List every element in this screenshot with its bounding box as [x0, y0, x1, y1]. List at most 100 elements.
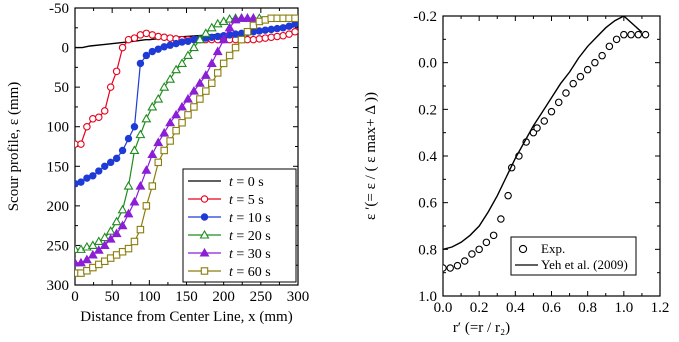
series-0-point — [612, 35, 621, 44]
y-tick-label: 0.6 — [418, 196, 437, 212]
series-5-point — [166, 137, 174, 145]
series-2-point — [112, 154, 121, 163]
series-4-point — [159, 127, 170, 137]
series-4-point — [183, 93, 193, 103]
legend-left-value: = 0 s — [233, 175, 264, 190]
legend-left-label: t = 30 s — [229, 247, 271, 262]
series-2-point — [172, 39, 180, 48]
x-axis-label: r′ (=r / r₂) — [453, 320, 510, 336]
series-line-1 — [443, 16, 643, 250]
legend-left-marker — [200, 213, 209, 221]
x-tick-label: 1.2 — [651, 300, 670, 316]
series-2-point — [214, 32, 222, 41]
series-4-point — [188, 85, 199, 95]
series-2-point — [184, 37, 192, 45]
legend-left-var: t — [229, 211, 234, 226]
series-5-point — [172, 126, 180, 135]
series-2-point — [261, 26, 269, 34]
x-tick-label: 0.4 — [506, 300, 525, 316]
legend-left-marker — [200, 267, 209, 275]
series-1-point — [89, 115, 97, 123]
legend-right-label-yeh: Yeh et al. (2009) — [541, 257, 628, 272]
series-3-point — [200, 28, 211, 37]
series-4-point — [236, 13, 247, 22]
legend-left-marker — [199, 247, 210, 257]
series-1-point — [279, 31, 287, 40]
series-3-point — [105, 226, 116, 235]
series-layer — [443, 16, 650, 272]
legend-left-value: = 5 s — [233, 193, 264, 208]
legend-right: Exp.Yeh et al. (2009) — [510, 236, 637, 276]
series-1-point — [118, 43, 127, 52]
series-5-point — [243, 27, 252, 36]
series-3-point — [183, 50, 193, 60]
x-tick-label: 1.0 — [614, 300, 633, 316]
x-tick-label: 0 — [71, 289, 79, 305]
series-4-point — [123, 208, 134, 218]
legend-left-value: = 10 s — [233, 211, 271, 226]
series-1-point — [267, 33, 275, 42]
x-tick-label: 0.0 — [434, 300, 453, 316]
series-0-point — [569, 79, 577, 88]
series-0-point — [482, 238, 491, 247]
series-4-point — [200, 70, 211, 79]
series-2-point — [267, 25, 275, 34]
series-3-point — [165, 74, 176, 83]
series-0-point — [591, 58, 599, 67]
y-tick-label: 100 — [47, 120, 70, 136]
series-4-point — [153, 137, 164, 147]
x-tick-label: 0.8 — [578, 300, 597, 316]
series-0-point — [634, 30, 643, 39]
series-3-point — [123, 180, 134, 190]
series-1-point — [106, 83, 115, 91]
y-tick-label: -50 — [49, 1, 69, 17]
legend-left-label: t = 0 s — [229, 175, 264, 190]
series-1-point — [100, 107, 109, 115]
series-0-point — [443, 264, 447, 272]
series-4-point — [129, 196, 140, 206]
series-4-point — [248, 13, 259, 22]
legend-right-box — [510, 236, 637, 276]
series-0-point — [497, 215, 505, 223]
series-5-point — [291, 14, 298, 23]
y-tick-label: 150 — [47, 159, 70, 175]
y-tick-label: 0.8 — [418, 242, 437, 258]
series-4-point — [141, 165, 152, 174]
series-1-point — [130, 34, 139, 42]
series-4-point — [87, 249, 98, 259]
series-0-point — [460, 257, 469, 265]
legend-left-value: = 60 s — [233, 265, 271, 280]
series-1-point — [160, 33, 168, 42]
series-2-point — [160, 43, 168, 51]
series-4-point — [206, 58, 217, 67]
series-2-point — [166, 41, 174, 49]
legend-left-var: t — [229, 247, 234, 262]
legend-left-label: t = 10 s — [229, 211, 271, 226]
series-2-point — [273, 24, 281, 33]
series-2-point — [95, 167, 103, 175]
series-5-point — [148, 182, 157, 190]
series-4-point — [111, 228, 122, 238]
series-3-point — [129, 145, 140, 155]
series-1-point — [95, 113, 103, 121]
series-2-point — [130, 123, 139, 131]
series-1-point — [77, 140, 85, 148]
series-4-point — [81, 254, 92, 264]
series-0-point — [598, 51, 606, 60]
series-0-point — [620, 30, 628, 39]
legend-left-var: t — [229, 229, 234, 244]
series-4-point — [171, 109, 182, 119]
series-3-point — [147, 101, 158, 111]
series-1-point — [142, 29, 151, 38]
legend-left-var: t — [229, 175, 234, 190]
legend-left-label: t = 20 s — [229, 229, 271, 244]
series-5-point — [208, 79, 216, 87]
series-0-point — [583, 65, 592, 74]
legend-left-marker — [200, 195, 209, 203]
series-3-point — [188, 42, 199, 52]
series-4-point — [135, 180, 146, 190]
series-2-point — [101, 162, 109, 170]
y-tick-label: 200 — [47, 199, 70, 215]
legend-right-label-exp: Exp. — [541, 241, 565, 256]
series-1-point — [136, 31, 145, 39]
